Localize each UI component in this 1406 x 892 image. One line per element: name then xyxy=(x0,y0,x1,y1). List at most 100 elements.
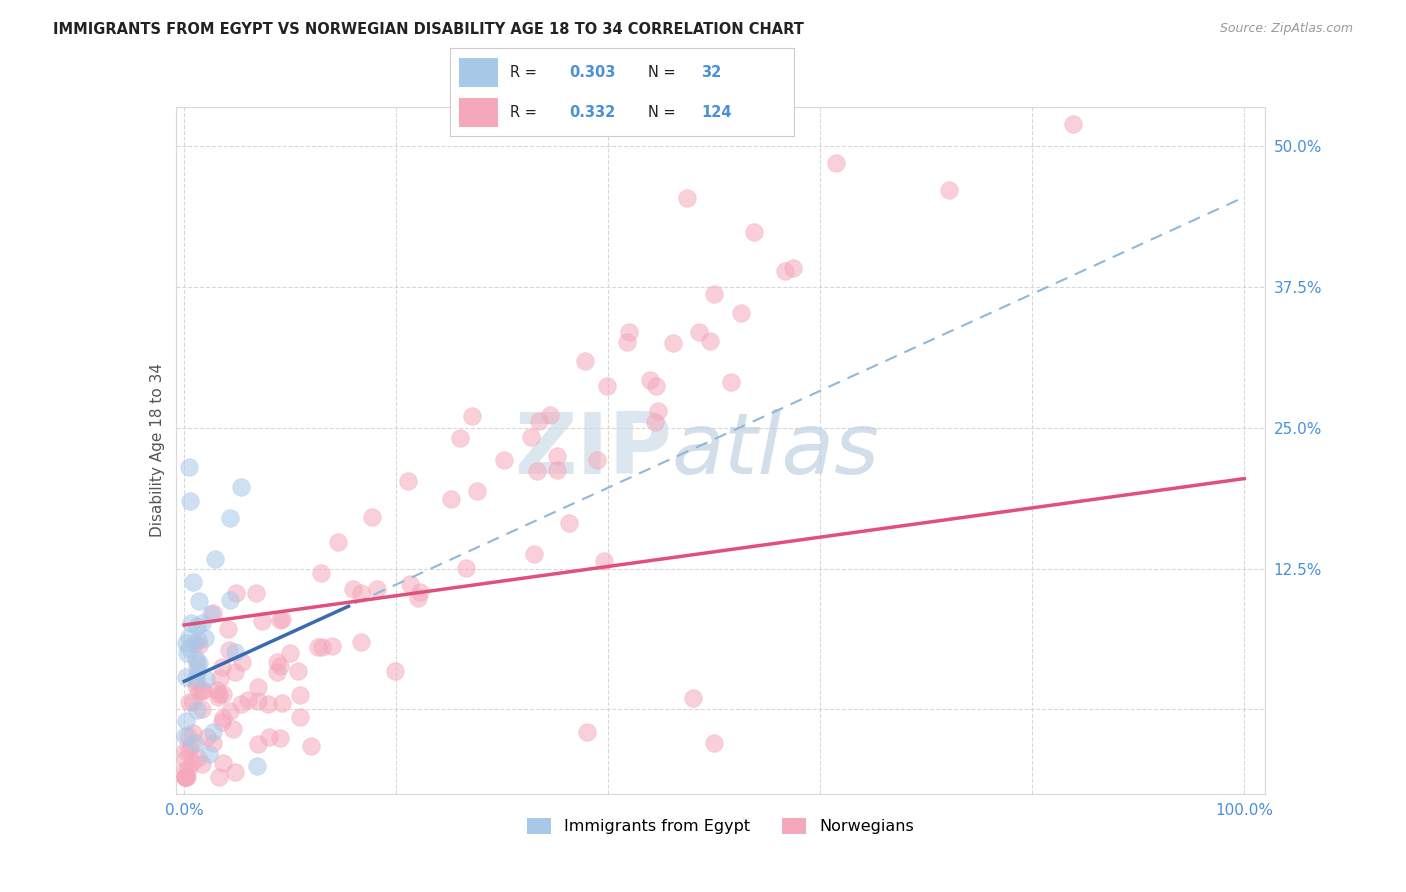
FancyBboxPatch shape xyxy=(458,98,498,127)
Point xyxy=(247,694,270,708)
Point xyxy=(676,191,699,205)
Point xyxy=(596,378,619,392)
Point xyxy=(247,680,270,694)
Point xyxy=(174,744,197,758)
Point xyxy=(308,640,330,654)
Text: R =: R = xyxy=(510,105,541,120)
Point xyxy=(440,491,463,506)
Point xyxy=(191,683,214,698)
Text: ZIP: ZIP xyxy=(513,409,672,492)
Point xyxy=(186,619,208,633)
Point xyxy=(593,554,616,568)
Point xyxy=(204,552,226,566)
Point xyxy=(188,638,211,652)
Point xyxy=(208,687,231,701)
Legend: Immigrants from Egypt, Norwegians: Immigrants from Egypt, Norwegians xyxy=(522,812,920,841)
Text: 32: 32 xyxy=(702,65,721,79)
Point xyxy=(350,586,373,600)
Point xyxy=(782,261,804,276)
Point xyxy=(187,684,209,698)
Point xyxy=(236,693,259,707)
Point xyxy=(194,673,217,687)
Point xyxy=(494,453,516,467)
Point xyxy=(246,758,269,772)
Point xyxy=(197,747,219,762)
Point xyxy=(186,657,208,672)
Point xyxy=(174,752,197,766)
Point xyxy=(449,431,471,445)
Point xyxy=(181,756,204,770)
Point xyxy=(179,494,201,508)
Point xyxy=(773,264,796,278)
Point xyxy=(200,607,222,622)
Point xyxy=(184,671,207,685)
Text: 124: 124 xyxy=(702,105,733,120)
Y-axis label: Disability Age 18 to 34: Disability Age 18 to 34 xyxy=(149,363,165,538)
Point xyxy=(180,738,202,752)
Point xyxy=(586,452,609,467)
Point xyxy=(183,575,205,590)
Point xyxy=(720,375,742,389)
Point xyxy=(217,623,239,637)
Point xyxy=(191,702,214,716)
Point xyxy=(180,615,202,630)
Point xyxy=(222,722,245,736)
Point xyxy=(218,704,240,718)
Point xyxy=(688,325,710,339)
Point xyxy=(224,665,246,680)
Text: N =: N = xyxy=(648,105,681,120)
Point xyxy=(176,770,198,784)
Point xyxy=(546,463,568,477)
Text: IMMIGRANTS FROM EGYPT VS NORWEGIAN DISABILITY AGE 18 TO 34 CORRELATION CHART: IMMIGRANTS FROM EGYPT VS NORWEGIAN DISAB… xyxy=(53,22,804,37)
Point xyxy=(269,613,291,627)
Point xyxy=(179,640,201,655)
Point xyxy=(520,430,543,444)
Point xyxy=(616,335,638,350)
Point xyxy=(202,606,225,620)
Point xyxy=(174,763,197,777)
Point xyxy=(174,670,197,684)
Point xyxy=(328,535,350,549)
Point xyxy=(309,566,332,581)
Point xyxy=(177,729,200,743)
Point xyxy=(183,637,205,651)
Point xyxy=(181,725,204,739)
Text: 0.0%: 0.0% xyxy=(165,803,204,818)
Point xyxy=(288,688,311,702)
Point xyxy=(186,665,208,679)
Point xyxy=(219,511,242,525)
Point xyxy=(184,736,207,750)
Point xyxy=(938,183,960,197)
Point xyxy=(1062,117,1084,131)
Point xyxy=(576,725,599,739)
Point xyxy=(181,695,204,709)
Point xyxy=(682,691,704,706)
Point xyxy=(638,373,661,387)
Point xyxy=(184,679,207,693)
Point xyxy=(188,656,211,670)
Point xyxy=(730,306,752,320)
Point xyxy=(311,640,333,654)
Point xyxy=(619,325,641,339)
Point xyxy=(558,516,581,531)
Point xyxy=(269,659,291,673)
Point xyxy=(174,770,197,784)
Point xyxy=(270,697,292,711)
Point xyxy=(225,586,247,600)
Point xyxy=(187,632,209,647)
Point xyxy=(176,646,198,660)
Point xyxy=(231,480,253,494)
Point xyxy=(207,682,229,697)
Text: 100.0%: 100.0% xyxy=(1215,803,1274,818)
Text: atlas: atlas xyxy=(672,409,880,492)
Point xyxy=(174,636,197,650)
Point xyxy=(266,665,288,680)
Point xyxy=(211,687,233,701)
Point xyxy=(644,379,666,393)
Point xyxy=(202,736,225,750)
Point xyxy=(211,659,233,673)
Point xyxy=(177,630,200,644)
Point xyxy=(644,415,666,429)
Point xyxy=(174,714,197,728)
Point xyxy=(526,464,548,478)
